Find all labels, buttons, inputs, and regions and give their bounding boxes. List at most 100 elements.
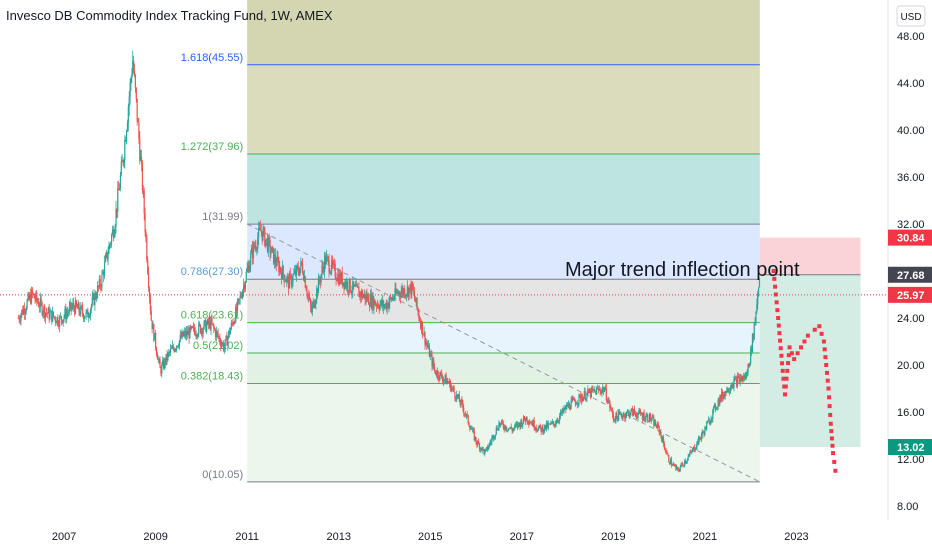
candle-body <box>297 266 299 273</box>
forecast-dot <box>775 308 780 313</box>
candle-body <box>56 317 58 324</box>
candle-body <box>510 426 512 429</box>
candle-body <box>316 288 318 301</box>
fib-zone-top <box>247 0 760 65</box>
candle-body <box>53 316 55 318</box>
candle-body <box>377 304 379 308</box>
candle-body <box>392 297 394 300</box>
candle-body <box>727 387 729 393</box>
candle-body <box>207 319 210 325</box>
candle-body <box>339 273 341 285</box>
candle-body <box>132 60 134 75</box>
candle-body <box>278 260 280 273</box>
candle-body <box>559 415 561 421</box>
candle-body <box>629 414 631 417</box>
candle-body <box>309 299 312 307</box>
candle-body <box>463 407 465 414</box>
candle-body <box>347 290 350 292</box>
candle-body <box>656 423 658 428</box>
candle-body <box>574 401 577 405</box>
candle-body <box>35 292 37 300</box>
candle-body <box>484 450 486 454</box>
candle-body <box>41 302 43 315</box>
candle-body <box>304 276 306 288</box>
forecast-path <box>771 269 838 473</box>
candle-body <box>427 344 429 348</box>
fib-level-label: 0.382(18.43) <box>181 370 243 382</box>
candle-body <box>128 96 130 107</box>
candle-body <box>58 324 60 327</box>
candle-body <box>277 256 279 261</box>
candle-body <box>499 422 501 426</box>
candle-body <box>723 394 725 398</box>
candle-body <box>130 78 132 83</box>
price-label-box <box>888 439 932 456</box>
candle-body <box>647 420 650 422</box>
y-tick-label: 12.00 <box>897 454 925 466</box>
candle-body <box>523 416 526 420</box>
candle-body <box>55 321 57 324</box>
candle-body <box>249 264 251 272</box>
candle-body <box>61 320 63 324</box>
price-label-box <box>888 266 932 283</box>
candle-body <box>619 413 622 415</box>
candle-body <box>498 422 500 430</box>
candle-body <box>422 334 424 336</box>
candle-body <box>549 423 551 425</box>
trend-line[interactable] <box>246 223 761 483</box>
candle-body <box>561 408 563 414</box>
candle-body <box>358 288 360 297</box>
candle-body <box>437 371 439 378</box>
candle-body <box>225 336 227 340</box>
candle-body <box>713 406 715 411</box>
candle-body <box>596 388 599 390</box>
candle-body <box>175 349 177 350</box>
candle-body <box>488 443 490 448</box>
candle-body <box>285 281 287 282</box>
candle-body <box>365 294 367 301</box>
fib-zone <box>247 322 760 354</box>
candle-body <box>246 268 248 272</box>
candle-body <box>522 423 524 427</box>
candle-body <box>65 309 67 320</box>
candle-body <box>739 378 741 383</box>
candle-body <box>265 238 268 240</box>
candle-body <box>184 331 187 337</box>
fib-zone <box>247 153 760 225</box>
candle-body <box>372 294 374 309</box>
candle-body <box>295 265 298 276</box>
candle-body <box>509 426 511 429</box>
candle-body <box>566 404 568 410</box>
candle-body <box>201 329 203 335</box>
candle-body <box>185 330 188 337</box>
candle-body <box>229 329 232 335</box>
candle-body <box>395 288 397 294</box>
candle-body <box>353 285 356 287</box>
candle-body <box>125 140 127 142</box>
candle-body <box>508 428 511 430</box>
candle-body <box>230 322 232 330</box>
fibonacci-retracement[interactable]: 0(10.05)0.382(18.43)0.5(21.02)0.618(23.6… <box>181 0 760 483</box>
forecast-dot <box>832 459 837 464</box>
candle-body <box>569 408 571 410</box>
candle-body <box>368 304 371 307</box>
candle-body <box>411 282 413 295</box>
candle-body <box>275 262 277 266</box>
candle-body <box>748 364 750 367</box>
candle-body <box>621 416 623 419</box>
fib-zone <box>247 279 760 323</box>
candle-body <box>735 377 737 379</box>
candle-body <box>379 304 381 310</box>
candle-body <box>331 259 333 272</box>
candle-body <box>113 233 115 238</box>
x-tick-label: 2013 <box>326 531 350 543</box>
candle-body <box>110 243 112 245</box>
candle-body <box>588 390 591 393</box>
candle-body <box>746 372 748 374</box>
candle-body <box>261 231 263 241</box>
candle-body <box>742 375 744 380</box>
candle-body <box>333 263 335 265</box>
candle-body <box>366 294 368 300</box>
candle-body <box>23 308 26 314</box>
